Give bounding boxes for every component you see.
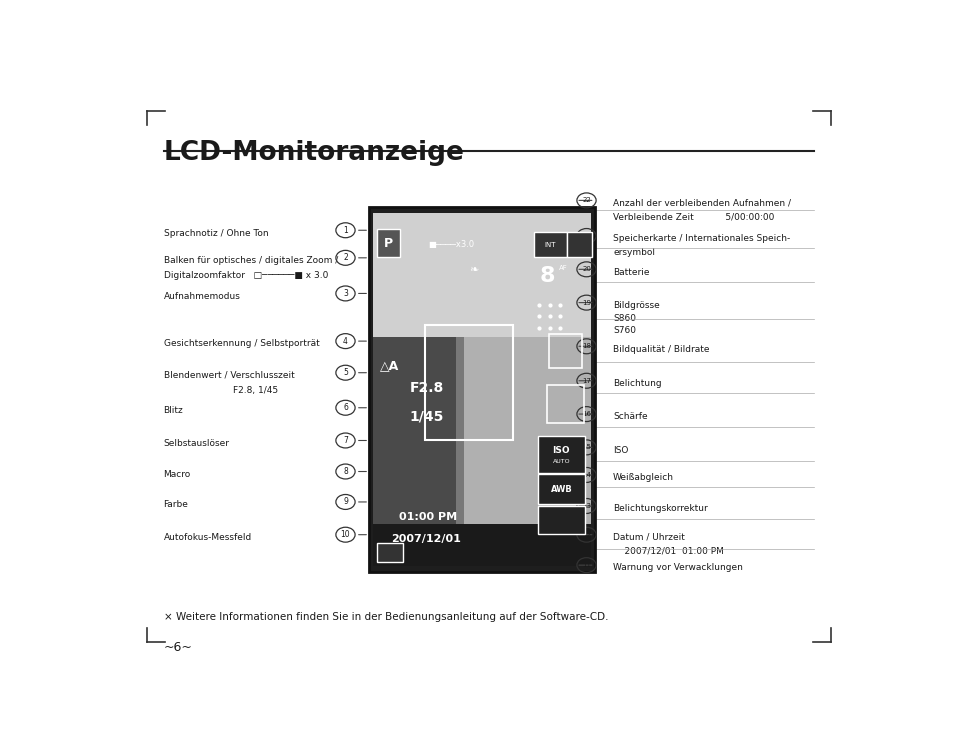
Text: ISO: ISO	[613, 445, 628, 454]
Text: F2.8, 1/45: F2.8, 1/45	[164, 386, 277, 395]
Bar	[373, 213, 590, 566]
Text: 3: 3	[343, 289, 348, 298]
Text: 4: 4	[343, 336, 348, 345]
Text: × Weitere Informationen finden Sie in der Bedienungsanleitung auf der Software-C: × Weitere Informationen finden Sie in de…	[164, 612, 607, 622]
Bar	[546, 386, 583, 423]
Text: 16: 16	[581, 411, 591, 417]
Text: ISO: ISO	[552, 446, 570, 455]
Text: AUTO: AUTO	[552, 460, 570, 464]
Text: Speicherkarte / Internationales Speich-: Speicherkarte / Internationales Speich-	[613, 234, 789, 243]
Text: Anzahl der verbleibenden Aufnahmen /: Anzahl der verbleibenden Aufnahmen /	[613, 198, 790, 207]
Text: S760: S760	[613, 326, 636, 335]
Bar	[424, 325, 513, 440]
Text: 8: 8	[343, 467, 348, 476]
Text: Gesichtserkennung / Selbstporträt: Gesichtserkennung / Selbstporträt	[164, 339, 319, 348]
Text: 5: 5	[343, 369, 348, 377]
Text: Belichtungskorrektur: Belichtungskorrektur	[613, 504, 707, 513]
Text: Balken für optisches / digitales Zoom /: Balken für optisches / digitales Zoom /	[164, 256, 337, 265]
Text: 2007/12/01: 2007/12/01	[391, 533, 460, 544]
Text: 12: 12	[581, 532, 590, 538]
Text: INT: INT	[544, 242, 556, 248]
FancyBboxPatch shape	[376, 543, 403, 562]
Text: ■────x3.0: ■────x3.0	[428, 240, 474, 249]
Text: Weißabgleich: Weißabgleich	[613, 473, 674, 482]
Text: Digitalzoomfaktor   □──────■ x 3.0: Digitalzoomfaktor □──────■ x 3.0	[164, 271, 328, 280]
FancyBboxPatch shape	[537, 474, 584, 504]
Text: Verbleibende Zeit           5/00:00:00: Verbleibende Zeit 5/00:00:00	[613, 213, 774, 222]
Text: Warnung vor Verwacklungen: Warnung vor Verwacklungen	[613, 563, 742, 572]
Text: △A: △A	[380, 359, 399, 372]
Text: 2007/12/01  01:00 PM: 2007/12/01 01:00 PM	[613, 547, 723, 556]
Text: 20: 20	[581, 266, 590, 272]
Text: Autofokus-Messfeld: Autofokus-Messfeld	[164, 533, 252, 542]
Text: LCD-Monitoranzeige: LCD-Monitoranzeige	[164, 140, 464, 166]
Text: Datum / Uhrzeit: Datum / Uhrzeit	[613, 533, 684, 542]
Bar	[464, 260, 590, 543]
Text: Macro: Macro	[164, 470, 191, 479]
Text: Batterie: Batterie	[613, 268, 649, 277]
Text: 21: 21	[581, 233, 590, 239]
Text: 14: 14	[581, 472, 590, 478]
Text: Farbe: Farbe	[164, 501, 189, 510]
Text: ~6~: ~6~	[164, 641, 193, 654]
Text: Bildgrösse: Bildgrösse	[613, 301, 659, 310]
Text: Selbstauslöser: Selbstauslöser	[164, 439, 230, 448]
Text: 13: 13	[581, 503, 591, 509]
Text: 7: 7	[343, 436, 348, 445]
Text: ❧: ❧	[469, 266, 478, 275]
Text: 8: 8	[538, 266, 554, 286]
Text: 2: 2	[343, 254, 348, 263]
Text: Sprachnotiz / Ohne Ton: Sprachnotiz / Ohne Ton	[164, 228, 268, 237]
FancyBboxPatch shape	[534, 232, 566, 257]
FancyBboxPatch shape	[537, 436, 584, 473]
Text: 1: 1	[343, 226, 348, 235]
Text: Schärfe: Schärfe	[613, 413, 647, 421]
FancyBboxPatch shape	[537, 506, 584, 534]
FancyBboxPatch shape	[376, 229, 400, 257]
Text: AWB: AWB	[550, 485, 572, 494]
Text: 10: 10	[340, 530, 350, 539]
Text: Bildqualität / Bildrate: Bildqualität / Bildrate	[613, 345, 709, 354]
Text: 01:00 PM: 01:00 PM	[398, 513, 456, 522]
Text: Aufnahmemodus: Aufnahmemodus	[164, 292, 240, 301]
Text: 11: 11	[581, 562, 591, 568]
Text: 18: 18	[581, 343, 591, 349]
Text: F2.8: F2.8	[410, 381, 443, 395]
Text: Belichtung: Belichtung	[613, 379, 661, 388]
Text: P: P	[383, 237, 393, 250]
Text: 17: 17	[581, 377, 591, 383]
Text: S860: S860	[613, 313, 636, 322]
Text: 9: 9	[343, 498, 348, 507]
Bar	[373, 213, 590, 336]
Text: 15: 15	[581, 445, 590, 451]
Bar	[548, 333, 581, 368]
Text: 19: 19	[581, 300, 591, 306]
Bar	[373, 524, 590, 566]
Text: AF: AF	[558, 265, 567, 271]
Text: 22: 22	[581, 198, 590, 204]
Bar	[373, 213, 456, 566]
Text: 1/45: 1/45	[410, 410, 444, 424]
Text: Blendenwert / Verschlusszeit: Blendenwert / Verschlusszeit	[164, 371, 294, 380]
Text: Blitz: Blitz	[164, 406, 183, 415]
FancyBboxPatch shape	[567, 232, 592, 257]
Bar	[369, 207, 594, 572]
Text: ersymbol: ersymbol	[613, 248, 655, 257]
Text: 6: 6	[343, 404, 348, 413]
